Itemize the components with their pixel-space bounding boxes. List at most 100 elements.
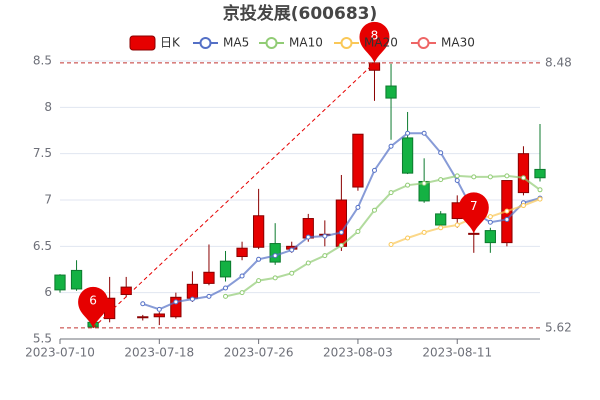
ma-point [338,229,344,235]
mark-pin [458,192,489,234]
ma-point [520,203,526,209]
ma-point [504,208,510,214]
ma-point [239,290,245,296]
candle-body [70,269,83,290]
ma-point [239,273,245,279]
ma-point [322,253,328,259]
candle-body [468,232,480,235]
ma-point [487,174,493,180]
legend-label[interactable]: 日K [160,36,181,50]
y-tick-label: 7 [44,193,52,207]
ma-point [223,293,229,299]
y-tick-label: 6 [44,285,52,299]
ma-point [454,222,460,228]
ma-point [421,229,427,235]
ma-point [405,235,411,241]
ma-point [537,196,543,202]
ma-point [156,306,162,312]
x-tick-label: 2023-07-26 [224,346,294,360]
ma-point [454,178,460,184]
ma-point [388,241,394,247]
ma-line [225,174,541,298]
y-tick-label: 7.5 [33,146,52,160]
ma-point [355,204,361,210]
legend-label[interactable]: MA30 [441,36,475,50]
ma-point [471,174,477,180]
legend-icon [265,37,278,49]
legend-label[interactable]: MA10 [289,36,323,50]
ma-point [371,167,377,173]
ma-point [388,190,394,196]
ma-point [487,219,493,225]
ma-point [289,247,295,253]
chart-title: 京投发展(600683) [223,3,378,24]
x-tick-label: 2023-07-18 [124,346,194,360]
candle-body [385,85,397,99]
candle-body [252,215,265,248]
ma-point [438,150,444,156]
ma-point [438,225,444,231]
ma-point [504,173,510,179]
ma-point [338,242,344,248]
trend-line [92,62,375,329]
ma-point [405,182,411,188]
candle-body [269,243,281,263]
ma-point [272,253,278,259]
x-tick-label: 2023-07-10 [25,346,95,360]
ma-point [504,216,510,222]
candle-body [335,199,348,247]
mark-pin-label: 6 [89,293,97,307]
candle-body [352,133,364,188]
legend-label[interactable]: MA5 [223,36,249,50]
ma-point [189,296,195,302]
candle-body [219,260,232,278]
ma-point [305,234,311,240]
ma-point [140,301,146,307]
candle-body [517,153,530,194]
legend-icon [199,37,212,49]
mark-pin [359,21,390,63]
candle-body [534,168,546,179]
y-tick-label: 8.5 [33,54,52,68]
ma-point [305,260,311,266]
legend-icon [340,37,353,49]
ma-point [438,177,444,183]
ma-point [520,175,526,181]
candle-body [137,316,149,319]
mark-pin-label: 8 [371,28,379,42]
legend-icon [417,37,430,49]
candle-body [120,286,132,296]
ma-point [256,278,262,284]
ma-point [405,130,411,136]
x-tick-label: 2023-08-03 [323,346,393,360]
ma-point [206,293,212,299]
mark-pin-label: 7 [470,199,478,213]
candle-body [435,213,447,226]
ma-point [322,233,328,239]
candle-body [484,230,496,244]
candle-body [236,247,248,258]
ma-point [388,143,394,149]
y-tick-label: 5.5 [33,332,52,346]
ma-point [487,214,493,220]
ma-point [537,187,543,193]
ma-point [355,229,361,235]
ma-point [371,207,377,213]
ma-point [454,173,460,179]
candle-body [186,283,199,299]
ma-point [173,299,179,305]
mark-line-label: 5.62 [545,320,572,334]
y-tick-label: 6.5 [33,239,52,253]
x-tick-label: 2023-08-11 [422,346,492,360]
ma-point [421,130,427,136]
legend-label[interactable]: MA20 [364,36,398,50]
ma-point [272,275,278,281]
candle-body [203,271,215,284]
ma-point [223,285,229,291]
candle-body [153,313,165,318]
ma-point [421,180,427,186]
ma-point [289,270,295,276]
candle-body [170,296,182,318]
ma-point [256,256,262,262]
